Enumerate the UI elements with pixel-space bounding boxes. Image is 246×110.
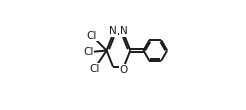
Text: Cl: Cl <box>87 31 97 41</box>
Text: O: O <box>120 65 128 75</box>
Text: Cl: Cl <box>89 64 100 74</box>
Text: N: N <box>109 26 117 36</box>
Text: Cl: Cl <box>83 47 93 57</box>
Text: N: N <box>120 26 128 36</box>
